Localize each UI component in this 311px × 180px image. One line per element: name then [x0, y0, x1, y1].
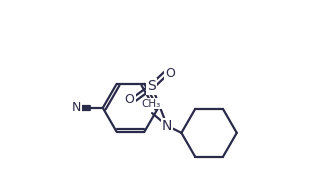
Text: O: O	[125, 93, 135, 106]
Text: N: N	[71, 101, 81, 114]
Text: O: O	[165, 67, 175, 80]
Text: N: N	[162, 119, 172, 133]
Text: CH₃: CH₃	[142, 99, 161, 109]
Text: S: S	[147, 79, 156, 93]
